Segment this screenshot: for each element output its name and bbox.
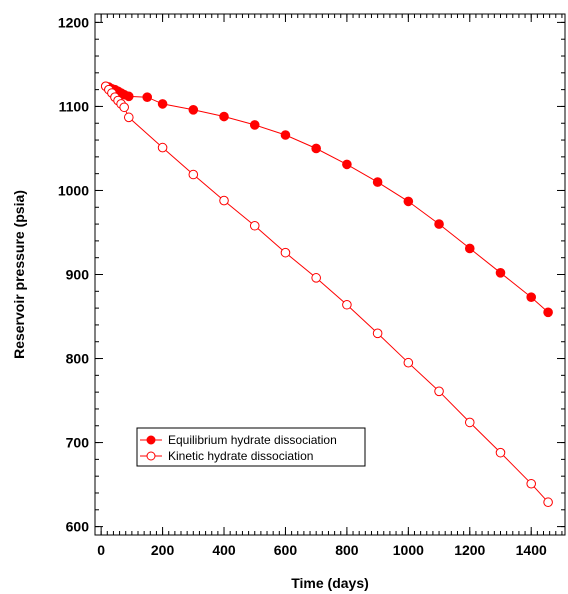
data-point	[342, 159, 352, 170]
x-axis-title: Time (days)	[291, 575, 369, 591]
series-layer	[100, 81, 553, 508]
x-tick-label: 800	[335, 542, 359, 558]
data-point	[311, 143, 321, 154]
y-tick-label: 800	[66, 351, 90, 367]
series-kinetic	[100, 81, 553, 508]
data-point	[119, 102, 129, 113]
y-tick-label: 900	[66, 267, 90, 283]
legend-marker-kinetic	[146, 451, 156, 461]
y-tick-label: 1200	[58, 14, 89, 30]
series-equilibrium	[100, 81, 553, 318]
data-point	[495, 268, 506, 278]
series-line	[105, 85, 549, 313]
x-tick-label: 0	[97, 542, 105, 558]
legend-label-kinetic: Kinetic hydrate dissociation	[168, 449, 313, 463]
plot-frame	[94, 13, 566, 536]
x-tick-label: 1400	[516, 542, 547, 558]
major-ticks	[95, 14, 565, 535]
minor-ticks	[95, 14, 565, 535]
data-point	[142, 92, 153, 102]
x-tick-label: 1200	[454, 542, 485, 558]
data-point	[342, 299, 352, 310]
y-tick-label: 1000	[58, 182, 89, 198]
x-tick-labels: 0 200 400 600 800 1000 1200 1400	[97, 542, 547, 558]
data-point	[434, 219, 444, 229]
data-point	[219, 111, 229, 122]
legend: Equilibrium hydrate dissociation Kinetic…	[136, 427, 366, 467]
data-point	[311, 273, 321, 283]
data-point	[372, 328, 383, 339]
data-point	[403, 357, 414, 368]
data-point	[434, 386, 444, 397]
y-tick-label: 700	[66, 435, 90, 451]
data-point	[464, 243, 475, 254]
y-tick-label: 600	[66, 519, 90, 535]
data-point	[280, 247, 291, 258]
data-point	[188, 104, 199, 115]
data-point	[249, 220, 260, 231]
legend-label-equilibrium: Equilibrium hydrate dissociation	[168, 433, 337, 447]
x-tick-label: 400	[212, 542, 236, 558]
x-tick-label: 200	[151, 542, 175, 558]
y-tick-label: 1100	[59, 98, 90, 114]
legend-marker-equilibrium	[146, 435, 156, 445]
data-point	[526, 478, 537, 489]
data-point	[280, 130, 291, 140]
data-point	[543, 307, 553, 318]
y-tick-labels: 600 700 800 900 1000 1100 1200	[58, 14, 89, 534]
data-point	[495, 447, 506, 458]
x-tick-label: 1000	[393, 542, 424, 558]
data-point	[249, 120, 260, 130]
x-tick-label: 600	[274, 542, 298, 558]
data-point	[543, 497, 553, 508]
data-point	[123, 112, 134, 123]
data-point	[372, 177, 383, 187]
data-point	[123, 91, 134, 102]
legend-box	[136, 427, 366, 467]
data-point	[157, 142, 168, 153]
data-point	[403, 196, 414, 207]
data-point	[219, 195, 229, 206]
data-point	[188, 169, 199, 180]
data-point	[464, 417, 475, 428]
y-axis-title: Reservoir pressure (psia)	[11, 190, 27, 359]
data-point	[157, 99, 168, 109]
data-point	[526, 292, 537, 302]
